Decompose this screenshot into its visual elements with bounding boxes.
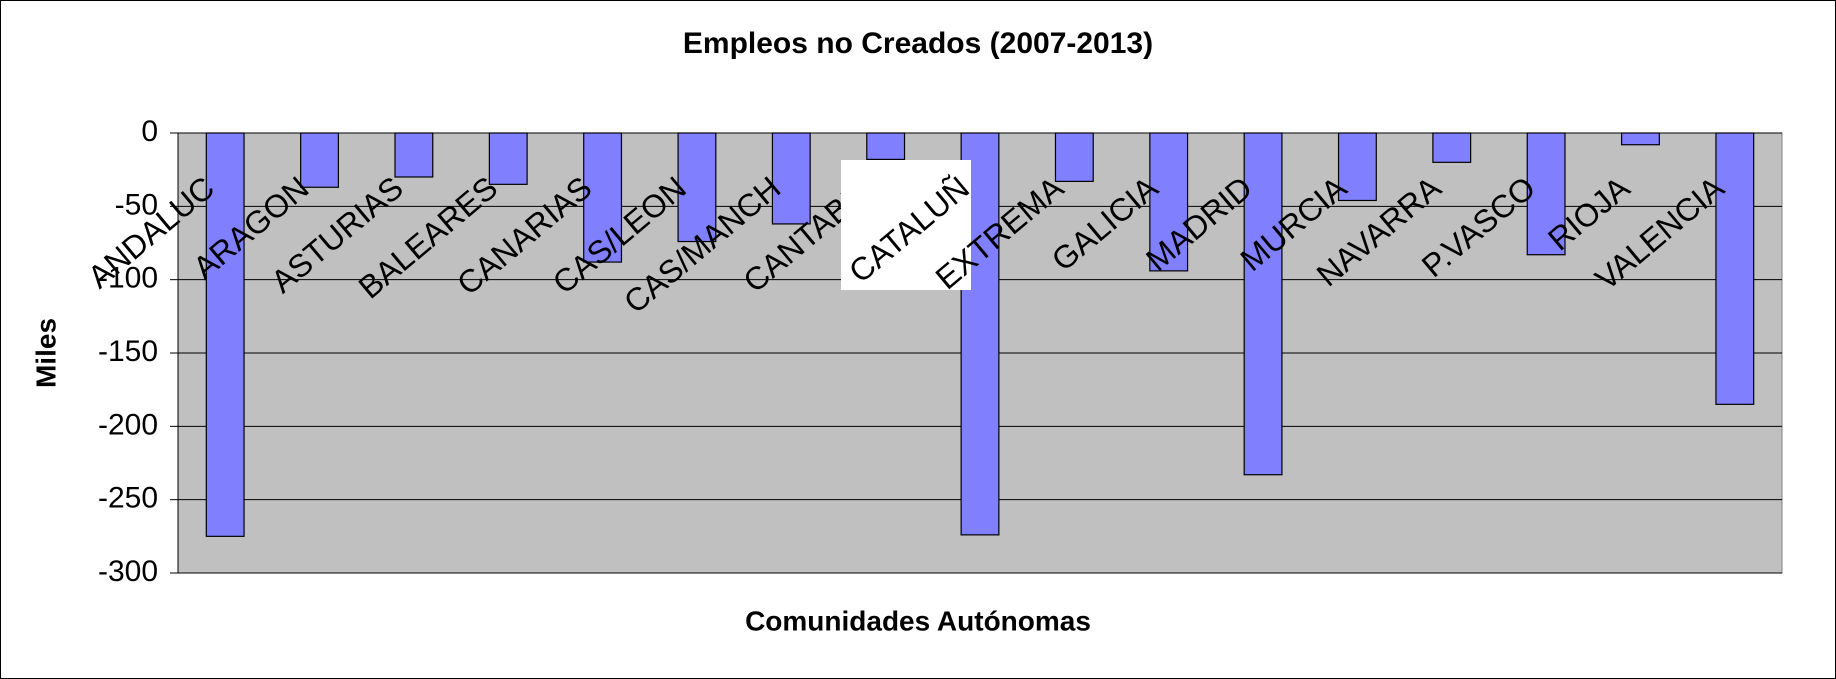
y-tick-label: -250 (98, 482, 158, 515)
bar (1620, 132, 1660, 146)
x-axis-label: Comunidades Autónomas (745, 605, 1091, 636)
bar (300, 132, 339, 188)
y-axis-label: Miles (30, 318, 61, 388)
y-tick-label: -200 (98, 408, 158, 441)
bar (1715, 132, 1755, 405)
y-tick-label: 0 (141, 115, 158, 148)
label-box (841, 160, 971, 290)
bar (583, 132, 623, 263)
bar (1243, 132, 1283, 476)
chart-title: Empleos no Creados (2007-2013) (683, 27, 1153, 60)
bar (866, 132, 906, 160)
bar (394, 132, 434, 178)
bar (1432, 132, 1472, 163)
bar (488, 132, 528, 185)
bar (677, 132, 717, 243)
bar (771, 132, 811, 225)
bar (1337, 132, 1377, 202)
y-tick-label: -150 (98, 335, 158, 368)
bar (1054, 132, 1094, 183)
bar (1149, 132, 1189, 272)
bar (205, 132, 245, 537)
bar (1526, 132, 1566, 256)
y-tick-label: -50 (115, 188, 158, 221)
y-tick-label: -100 (98, 262, 158, 295)
y-tick-label: -300 (98, 555, 158, 588)
